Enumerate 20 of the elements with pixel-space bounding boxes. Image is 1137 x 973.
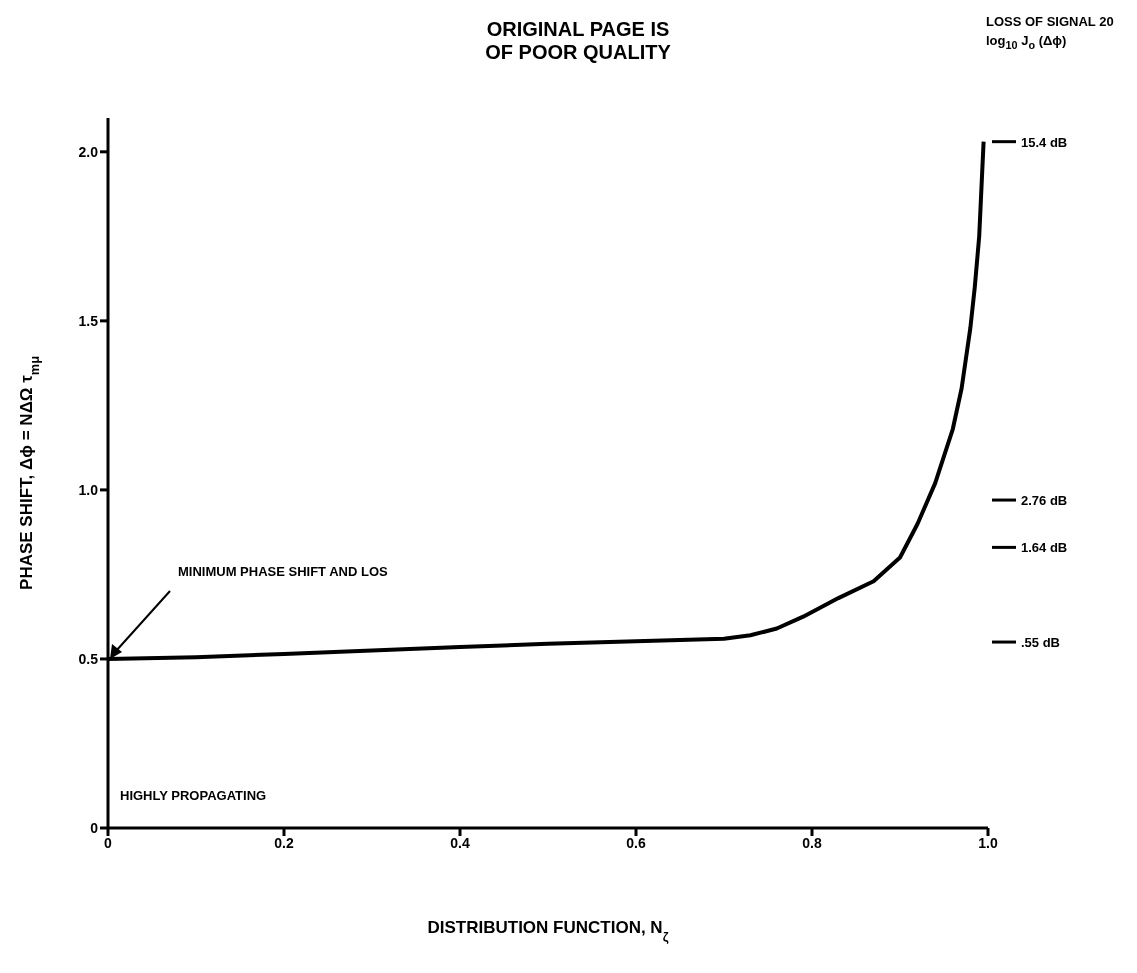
x-tick-label: 1.0 (978, 834, 998, 851)
x-tick-label: 0 (104, 834, 113, 851)
ref-line-label: 15.4 dB (1021, 134, 1068, 150)
y-tick-label: 0 (90, 819, 99, 836)
text: LOSS OF SIGNAL 20 log$_{10}$ J$_{o}$ (Δϕ) (986, 14, 1114, 51)
ref-line-label: .55 dB (1021, 634, 1061, 650)
y-tick-label: 0.5 (78, 650, 99, 667)
ref-line-label: 1.64 dB (1021, 539, 1068, 555)
annotation: HIGHLY PROPAGATING (120, 788, 267, 803)
y-tick-label: 1.0 (78, 481, 99, 498)
x-tick-label: 0.8 (802, 834, 822, 851)
y-tick-label: 2.0 (78, 143, 99, 160)
x-axis-title: DISTRIBUTION FUNCTION, N$_{ζ}$ (427, 918, 669, 944)
x-tick-label: 0.2 (274, 834, 294, 851)
text: ORIGINAL PAGE IS OF POOR QUALITY (485, 18, 671, 63)
x-tick-label: 0.4 (450, 834, 470, 851)
ref-line-label: 2.76 dB (1021, 492, 1068, 508)
x-tick-label: 0.6 (626, 834, 646, 851)
y-tick-label: 1.5 (78, 312, 99, 329)
annotation: MINIMUM PHASE SHIFT AND LOS (178, 563, 388, 579)
